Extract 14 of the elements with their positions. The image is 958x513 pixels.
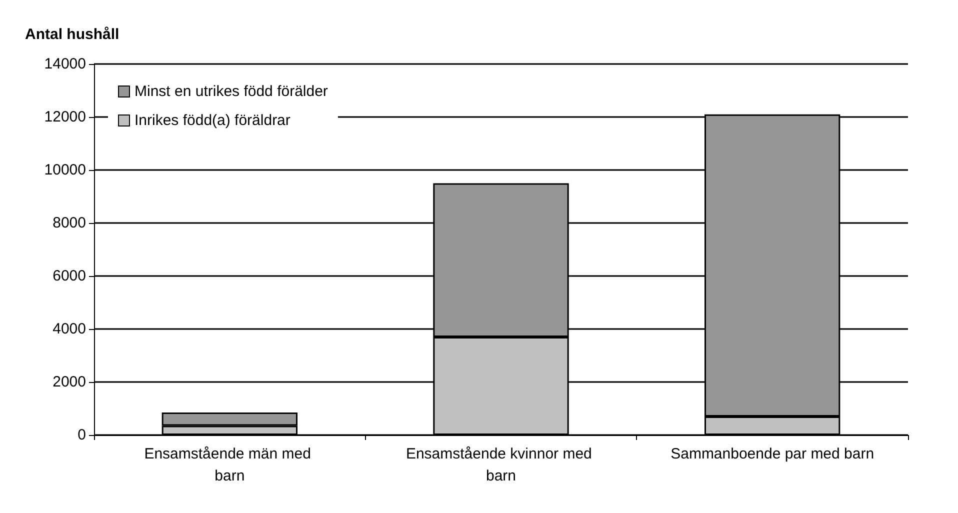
legend-label: Minst en utrikes född förälder [134,83,328,100]
y-tick-label: 10000 [44,162,86,178]
x-tick-label: Sammanboende par med barn [670,446,874,462]
y-tick-label: 12000 [44,108,86,126]
y-tick-label: 8000 [52,214,86,232]
x-tick-label: Ensamstående kvinnor med barn [406,446,596,484]
y-axis-title: Antal hushåll [25,26,120,43]
y-tick-label: 0 [78,426,86,444]
y-tick-label: 6000 [52,268,86,284]
legend-label: Inrikes född(a) föräldrar [134,112,290,129]
x-tick-label: Ensamstående män med barn [144,446,316,484]
y-tick-label: 4000 [52,320,86,338]
y-tick-label: 2000 [52,374,86,390]
y-tick-label: 14000 [44,56,86,72]
